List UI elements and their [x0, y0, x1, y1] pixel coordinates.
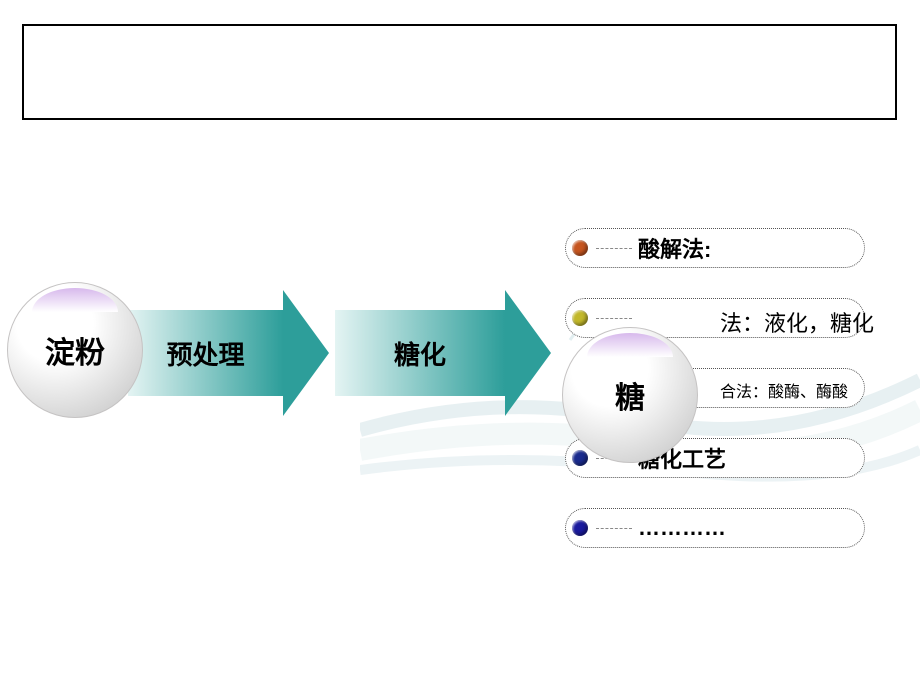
sphere-sugar: 糖: [562, 327, 698, 463]
connector-line: [596, 248, 632, 249]
sphere-starch-cap: [32, 288, 118, 312]
sphere-sugar-label: 糖: [615, 373, 645, 417]
connector-line: [596, 318, 632, 319]
arrow-saccharify-label: 糖化: [394, 335, 446, 372]
method-item-4: …………: [565, 508, 865, 548]
arrow-pretreat: 预处理: [128, 310, 329, 396]
arrow-saccharify-body: 糖化: [335, 310, 505, 396]
sphere-sugar-cap: [587, 333, 673, 357]
title-box: [22, 24, 897, 120]
sphere-starch: 淀粉: [7, 282, 143, 418]
arrow-pretreat-body: 预处理: [128, 310, 283, 396]
method-pill: 酸解法:: [565, 228, 865, 268]
method-tail-1: 法：液化，糖化: [720, 306, 874, 338]
method-item-0: 酸解法:: [565, 228, 865, 268]
arrow-saccharify: 糖化: [335, 310, 551, 396]
method-pill: …………: [565, 508, 865, 548]
bullet-icon: [572, 520, 588, 536]
method-text: …………: [638, 515, 726, 541]
connector-line: [596, 528, 632, 529]
method-text: 酸解法:: [638, 232, 711, 264]
arrow-pretreat-label: 预处理: [166, 335, 244, 372]
sphere-starch-label: 淀粉: [45, 328, 105, 372]
arrow-pretreat-head: [283, 290, 329, 416]
bullet-icon: [572, 240, 588, 256]
method-tail-2: 合法：酸酶、酶酸: [720, 378, 848, 402]
bullet-icon: [572, 310, 588, 326]
arrow-saccharify-head: [505, 290, 551, 416]
bullet-icon: [572, 450, 588, 466]
